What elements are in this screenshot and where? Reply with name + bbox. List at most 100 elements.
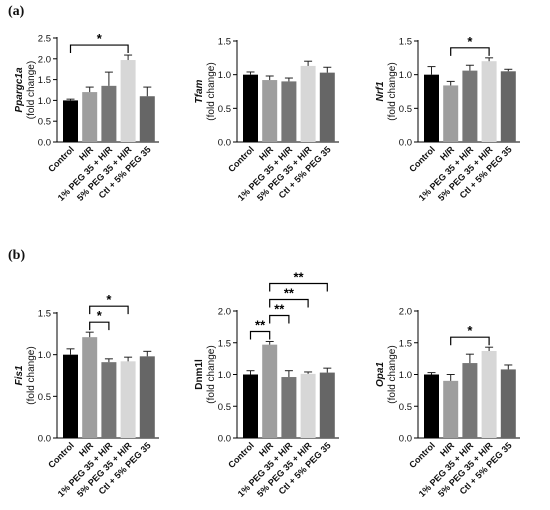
y-tick-label: 1.5	[38, 309, 51, 320]
y-tick-label: 0.0	[218, 138, 231, 149]
significance-label: **	[255, 317, 266, 332]
y-tick-label: 1.0	[399, 70, 412, 81]
y-tick-label: 1.5	[38, 75, 51, 86]
bar	[120, 361, 136, 438]
significance-label: **	[274, 301, 285, 316]
y-axis-label-unit: (fold change)	[206, 62, 217, 120]
bar	[101, 85, 117, 142]
bar	[82, 337, 98, 438]
significance-bracket	[269, 298, 309, 308]
y-tick-label: 1.0	[38, 350, 51, 361]
y-tick-label: 2.0	[399, 307, 412, 318]
chart-0: 0.0 0.5 1.0 1.5 2.0 2.5 Ppargc1a(fold change) C…	[14, 31, 159, 203]
significance-label: *	[467, 323, 473, 338]
bar	[481, 61, 497, 143]
bar	[300, 373, 316, 438]
bar	[63, 100, 78, 142]
bar	[139, 356, 155, 438]
y-tick-label: 0.0	[38, 138, 51, 149]
bar	[424, 74, 439, 142]
y-tick-label: 1.5	[399, 37, 412, 48]
significance-bracket	[249, 330, 271, 340]
y-tick-label: 1.5	[399, 338, 412, 349]
significance-bracket	[269, 282, 328, 292]
bar	[481, 351, 497, 438]
chart-4: 0.0 0.5 1.0 1.5 2.0 Dnm1l(fold change) Control…	[194, 269, 339, 499]
bar	[300, 65, 316, 142]
significance-bracket	[450, 336, 490, 346]
y-axis-label: Dnm1l(fold change)	[194, 345, 217, 403]
bar	[424, 374, 439, 438]
significance-label: **	[284, 285, 295, 300]
y-tick-label: 0.0	[399, 138, 412, 149]
y-tick-label: 0.0	[38, 434, 51, 445]
y-tick-label: 0.5	[218, 104, 231, 115]
bar	[281, 81, 297, 142]
bar	[319, 372, 335, 438]
bar	[443, 85, 459, 142]
y-tick-label: 1.0	[399, 370, 412, 381]
bar	[262, 344, 278, 438]
bar	[319, 72, 335, 142]
bar	[139, 96, 155, 142]
x-tick-label: Control	[46, 144, 76, 174]
bar	[462, 70, 478, 142]
panel-label-a: (a)	[8, 4, 25, 19]
significance-label: *	[467, 34, 473, 49]
y-tick-label: 1.0	[38, 96, 51, 107]
y-tick-label: 0.0	[218, 434, 231, 445]
bar	[462, 363, 478, 438]
bar	[281, 377, 297, 438]
bar	[63, 354, 78, 438]
y-axis-label: Nrf1(fold change)	[375, 62, 398, 120]
x-tick-label: Control	[226, 144, 256, 174]
y-axis-label-unit: (fold change)	[26, 61, 37, 119]
y-tick-label: 0.5	[38, 392, 51, 403]
significance-bracket	[269, 314, 290, 324]
y-tick-label: 0.5	[399, 104, 412, 115]
y-axis-label-gene: Opa1	[375, 362, 386, 387]
x-tick-label: Control	[407, 144, 437, 174]
significance-bracket	[69, 44, 129, 54]
x-tick-label: Control	[407, 440, 437, 470]
y-axis-label-unit: (fold change)	[387, 62, 398, 120]
y-axis-label: Opa1(fold change)	[375, 345, 398, 403]
bar	[82, 92, 98, 142]
y-axis-label-unit: (fold change)	[387, 345, 398, 403]
y-tick-label: 0.5	[38, 117, 51, 128]
bar	[101, 362, 117, 438]
y-tick-label: 1.0	[218, 70, 231, 81]
significance-label: *	[97, 31, 103, 46]
y-axis-label-gene: Fis1	[14, 365, 25, 385]
y-tick-label: 0.0	[399, 434, 412, 445]
significance-bracket	[89, 305, 129, 315]
y-axis-label-unit: (fold change)	[206, 345, 217, 403]
significance-label: *	[97, 308, 103, 323]
y-axis-label-gene: Ppargc1a	[14, 67, 25, 112]
y-axis-label-unit: (fold change)	[26, 346, 37, 404]
y-tick-label: 2.0	[218, 307, 231, 318]
y-axis-label: Tfam(fold change)	[194, 62, 217, 120]
significance-label: *	[106, 292, 112, 307]
y-axis-label: Fis1(fold change)	[14, 346, 37, 404]
x-tick-label: Control	[226, 440, 256, 470]
x-tick-label: Control	[46, 440, 76, 470]
bar	[120, 60, 136, 142]
significance-label: **	[293, 269, 304, 284]
y-tick-label: 1.0	[218, 370, 231, 381]
y-tick-label: 1.5	[218, 37, 231, 48]
bar	[500, 71, 516, 142]
y-tick-label: 1.5	[218, 338, 231, 349]
y-axis-label-gene: Dnm1l	[194, 359, 205, 390]
y-axis-label-gene: Nrf1	[375, 81, 386, 101]
y-tick-label: 2.5	[38, 34, 51, 45]
y-axis-label-gene: Tfam	[194, 79, 205, 103]
bar	[262, 80, 278, 142]
bar	[443, 380, 459, 438]
bar	[243, 374, 258, 438]
